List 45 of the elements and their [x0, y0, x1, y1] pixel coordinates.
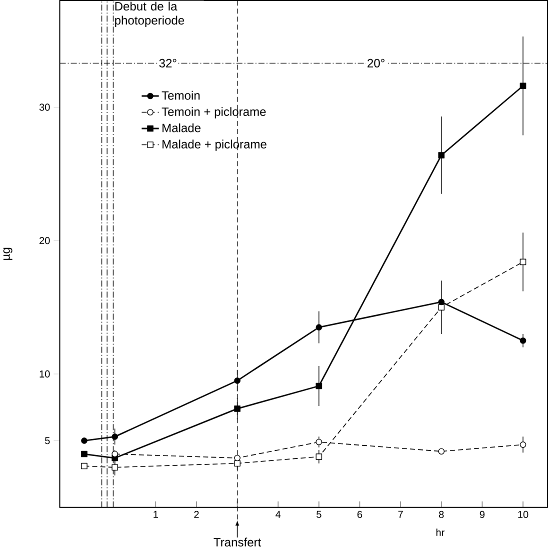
point — [520, 259, 526, 266]
legend-label: Temoin — [162, 91, 200, 100]
annotation: 20° — [368, 59, 384, 68]
point — [316, 454, 322, 460]
y-tick-label: 5 — [45, 437, 50, 444]
point — [234, 455, 240, 462]
point — [81, 451, 88, 458]
point — [520, 82, 526, 90]
y-axis-title: µg — [3, 248, 12, 260]
x-tick-label: 7 — [398, 511, 403, 518]
y-tick-label: 10 — [40, 370, 50, 378]
x-tick-label: 5 — [316, 511, 322, 518]
point — [438, 448, 445, 455]
point — [234, 406, 240, 412]
point — [234, 378, 240, 384]
point — [112, 434, 118, 440]
x-tick-label: 9 — [480, 511, 485, 518]
x-tick-label: 6 — [357, 511, 362, 518]
annotation: 32° — [159, 59, 176, 68]
x-tick-label: 4 — [276, 511, 281, 518]
legend-label: Temoin + piclorame — [162, 107, 266, 119]
point — [112, 451, 118, 458]
point — [234, 460, 240, 467]
legend-label: Malade — [162, 124, 200, 132]
point — [438, 152, 445, 159]
ref-line-label: Transfert — [214, 538, 262, 547]
point — [316, 383, 322, 390]
y-tick-label: 30 — [39, 104, 50, 111]
x-tick-label: 10 — [518, 511, 528, 518]
x-tick-label: 8 — [439, 511, 444, 518]
point — [438, 299, 445, 306]
point — [316, 439, 322, 446]
point — [316, 324, 322, 331]
x-tick-label: 1 — [154, 511, 158, 518]
point — [81, 438, 88, 444]
ref-line-label: Debut de la photoperiode — [115, 2, 184, 28]
point — [438, 304, 445, 311]
point — [81, 463, 88, 470]
point — [112, 464, 118, 471]
point — [520, 442, 526, 448]
point — [520, 338, 526, 344]
y-tick-label: 20 — [40, 237, 50, 244]
x-axis-title: hr — [436, 528, 444, 536]
legend-label: Malade + piclorame — [162, 140, 266, 152]
x-tick-label: 2 — [194, 511, 199, 518]
